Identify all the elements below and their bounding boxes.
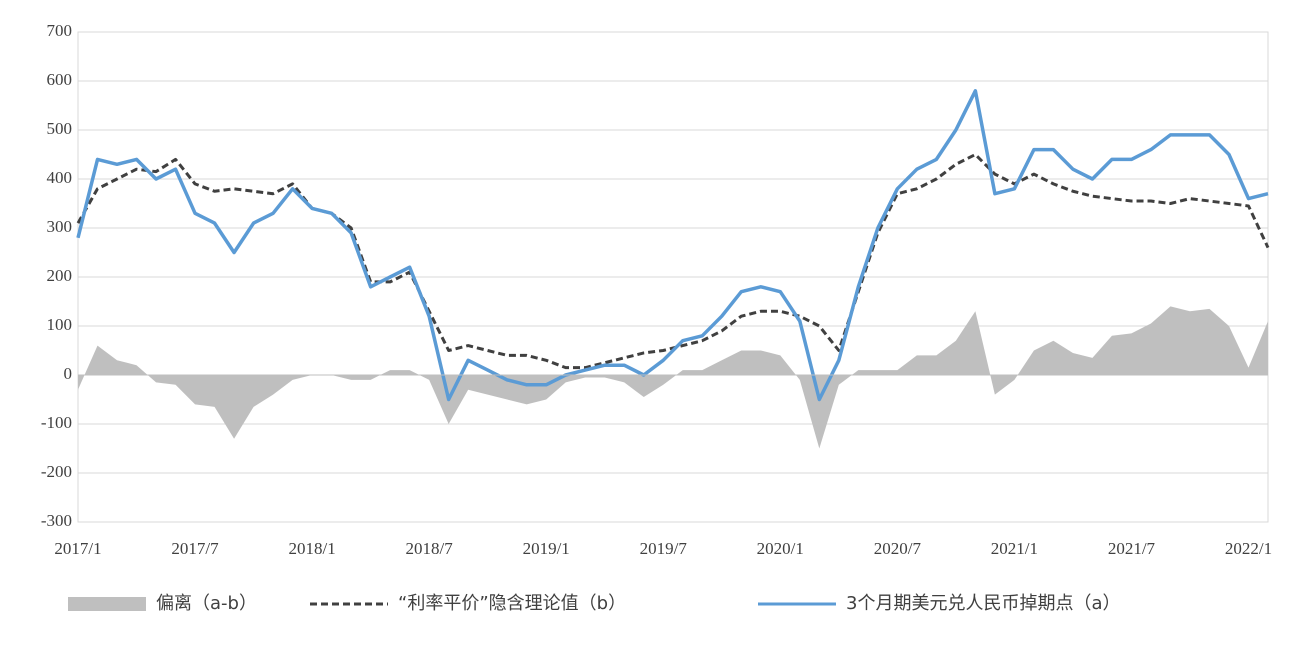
x-tick-label: 2020/7 xyxy=(874,539,922,558)
x-tick-label: 2021/1 xyxy=(991,539,1038,558)
y-tick-label: 100 xyxy=(47,315,73,334)
deviation-area xyxy=(78,306,1268,449)
y-tick-label: 500 xyxy=(47,119,73,138)
y-tick-label: -300 xyxy=(41,511,72,530)
y-tick-label: 300 xyxy=(47,217,73,236)
x-tick-label: 2017/7 xyxy=(171,539,219,558)
y-tick-label: 0 xyxy=(64,364,73,383)
x-tick-label: 2021/7 xyxy=(1108,539,1156,558)
legend-label: 3个月期美元兑人民币掉期点（a） xyxy=(846,593,1120,614)
y-tick-label: 600 xyxy=(47,70,73,89)
dashed-line xyxy=(76,153,1270,370)
y-tick-label: 400 xyxy=(47,168,73,187)
x-tick-label: 2019/7 xyxy=(640,539,688,558)
x-tick-label: 2022/1 xyxy=(1225,539,1272,558)
x-tick-label: 2020/1 xyxy=(757,539,804,558)
legend-label: 偏离（a-b） xyxy=(156,593,257,614)
line xyxy=(76,89,1269,402)
y-tick-label: 200 xyxy=(47,266,73,285)
y-tick-label: -100 xyxy=(41,413,72,432)
legend: 偏离（a-b） “利率平价”隐含理论值（b） 3个月期美元兑人民币掉期点（a） xyxy=(68,593,1120,614)
legend-swatch xyxy=(68,597,146,611)
x-tick-label: 2018/1 xyxy=(288,539,335,558)
x-tick-label: 2019/1 xyxy=(523,539,570,558)
x-tick-label: 2017/1 xyxy=(54,539,101,558)
x-tick-label: 2018/7 xyxy=(406,539,454,558)
y-tick-label: 700 xyxy=(47,21,73,40)
y-tick-label: -200 xyxy=(41,462,72,481)
legend-label: “利率平价”隐含理论值（b） xyxy=(398,593,626,614)
